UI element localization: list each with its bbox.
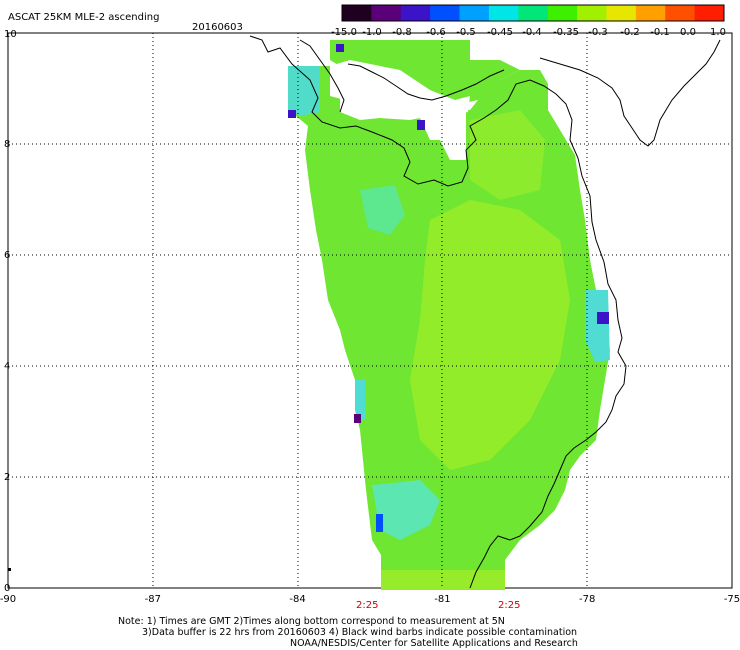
- coastline-west: [299, 39, 345, 113]
- latitude-label: 8: [4, 139, 10, 150]
- colorbar-segment: [342, 5, 372, 21]
- map-title: ASCAT 25KM MLE-2 ascending: [8, 12, 159, 23]
- colorbar-segment: [635, 5, 666, 21]
- colorbar-segment: [518, 5, 549, 21]
- colorbar-tick-label: -0.35: [553, 27, 579, 38]
- coastline-caribbean: [539, 39, 721, 147]
- colorbar-tick-label: -1.0: [362, 27, 382, 38]
- latitude-label: 6: [4, 250, 10, 261]
- colorbar-tick-label: -0.3: [588, 27, 608, 38]
- map-frame: [7, 32, 733, 589]
- map-date: 20160603: [192, 22, 243, 33]
- swath-blue-pixel: [336, 44, 344, 52]
- wind-barb-marker: [8, 568, 11, 571]
- coastline: [249, 35, 721, 589]
- longitude-label: -87: [145, 594, 161, 605]
- longitude-label: -81: [434, 594, 450, 605]
- colorbar-tick-label: -0.6: [426, 27, 446, 38]
- colorbar-tick-label: 0.0: [680, 27, 696, 38]
- colorbar-segment: [577, 5, 607, 21]
- swath-blue-pixel: [597, 312, 609, 324]
- swath-cyan-south: [372, 480, 440, 540]
- colorbar-segment: [400, 5, 431, 21]
- colorbar-tick-label: -0.2: [620, 27, 640, 38]
- swath-gap: [438, 110, 466, 160]
- latitude-label: 10: [4, 29, 17, 40]
- colorbar-tick-label: -0.1: [650, 27, 670, 38]
- swath-blue-pixel: [288, 110, 296, 118]
- colorbar-segment: [488, 5, 519, 21]
- colorbar-tick-label: -0.4: [522, 27, 542, 38]
- coastline-top: [347, 63, 505, 101]
- note-line-2: 3)Data buffer is 22 hrs from 20160603 4)…: [142, 627, 578, 638]
- swath-blue-pixel: [376, 514, 383, 532]
- swath-cyan-east: [585, 290, 610, 362]
- pass-time: 2:25: [356, 600, 378, 611]
- latitude-label: 0: [4, 583, 10, 594]
- colorbar-tick-label: -0.45: [487, 27, 513, 38]
- note-line-3: NOAA/NESDIS/Center for Satellite Applica…: [290, 638, 578, 649]
- longitude-label: -78: [579, 594, 595, 605]
- colorbar-frame: [341, 4, 725, 22]
- colorbar-tick-label: -0.5: [456, 27, 476, 38]
- coastline-north: [249, 35, 627, 589]
- colorbar-tick-label: -0.8: [392, 27, 412, 38]
- swath-cyan-northwest: [288, 66, 320, 116]
- colorbar-segment: [547, 5, 578, 21]
- colorbar-tick-label: 1.0: [710, 27, 726, 38]
- swath-cyan-west: [360, 185, 405, 235]
- colorbar-segment: [694, 5, 725, 21]
- swath-light-north: [470, 110, 545, 200]
- latitude-labels: 10 8 6 4 2 0: [4, 29, 17, 594]
- colorbar-segment: [459, 5, 490, 21]
- longitude-label: -84: [289, 594, 305, 605]
- swath-light-core: [410, 200, 570, 470]
- longitude-labels: -90 -87 -84 -81 -78 -75: [0, 594, 740, 605]
- colorbar-segment: [665, 5, 696, 21]
- colorbar: -15.0 -1.0 -0.8 -0.6 -0.5 -0.45 -0.4 -0.35 -0.3 -…: [331, 4, 726, 38]
- note-line-1: Note: 1) Times are GMT 2)Times along bot…: [118, 616, 505, 627]
- latitude-label: 4: [4, 361, 10, 372]
- swath-blue-pixel: [354, 414, 361, 423]
- colorbar-tick-label: -15.0: [331, 27, 357, 38]
- data-swath: [288, 40, 610, 590]
- swath-blue-pixel: [417, 120, 425, 130]
- swath-cyan-edge: [355, 380, 366, 420]
- pass-time: 2:25: [498, 600, 520, 611]
- swath-light-south: [381, 570, 505, 590]
- latitude-label: 2: [4, 472, 10, 483]
- graticule: [8, 33, 732, 588]
- colorbar-segment: [606, 5, 637, 21]
- longitude-label: -90: [0, 594, 16, 605]
- colorbar-segment: [430, 5, 461, 21]
- colorbar-segment: [371, 5, 402, 21]
- longitude-label: -75: [724, 594, 740, 605]
